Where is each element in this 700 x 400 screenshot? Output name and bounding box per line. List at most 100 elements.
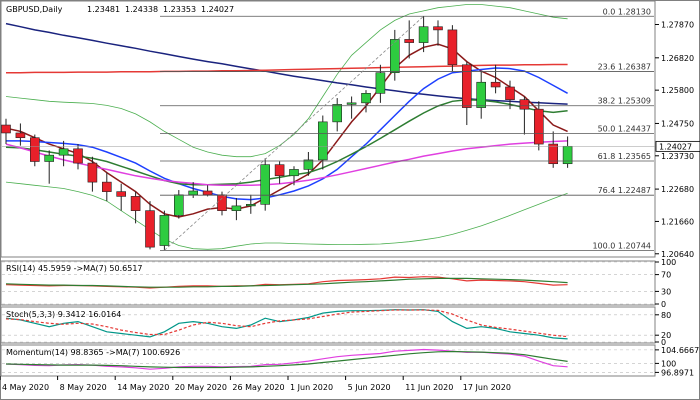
rsi-series-line (5, 277, 568, 288)
stoch-tick-label: 0 (661, 338, 666, 347)
candle-bearish (217, 194, 227, 211)
candle-bearish (29, 137, 40, 162)
date-tick-label: 17 Jun 2020 (463, 383, 511, 392)
candle-bullish (346, 102, 357, 105)
chart-header-high: 1.24338 (125, 5, 158, 14)
candle-bearish (102, 181, 112, 192)
fib-trend-line (164, 15, 424, 251)
moving-averages (5, 22, 568, 218)
chart-header-close: 1.24027 (201, 5, 234, 14)
candle-bullish (159, 215, 170, 246)
date-tick-label: 5 Jun 2020 (348, 383, 391, 392)
date-axis: 4 May 2020 8 May 2020 14 May 2020 20 May 20… (0, 376, 511, 392)
fib-level-label: 23.6 1.26387 (598, 63, 651, 72)
candle-bearish (130, 196, 141, 211)
price-tick-label: 1.25800 (661, 86, 694, 95)
candle-bullish (317, 121, 328, 161)
candle-bearish (490, 81, 501, 88)
current-price-box (655, 140, 700, 152)
candle-bearish (519, 99, 530, 110)
bollinger-lower-line (5, 181, 568, 250)
date-tick-label: 8 May 2020 (60, 383, 107, 392)
momentum-label: Momentum(14) 98.8365 ->MA(7) 100.6926 (6, 348, 180, 357)
price-tick-label: 1.23730 (661, 152, 694, 161)
fib-level-label: 100.0 1.20744 (592, 241, 651, 250)
rsi-tick-label: 100 (661, 258, 676, 267)
candle-bullish (476, 81, 487, 108)
fibonacci-levels: 0.0 1.28130 23.6 1.26387 38.2 1.25309 50.0 … (160, 7, 654, 251)
date-tick-label: 11 Jun 2020 (405, 383, 453, 392)
momentum-tick-label: 104.6667 (661, 346, 699, 355)
candle-bearish (274, 164, 285, 177)
fib-level-label: 76.4 1.22487 (598, 186, 651, 195)
candle-bullish (303, 159, 314, 170)
candle-bearish (145, 210, 155, 248)
magenta-MA-line (5, 140, 568, 187)
price-tick-label: 1.27870 (661, 21, 694, 30)
candle-bullish (389, 39, 400, 74)
blue-long-MA-line (5, 22, 568, 105)
price-tick-label: 1.21660 (661, 217, 694, 226)
candle-bearish (447, 29, 458, 66)
date-tick-label: 20 May 2020 (175, 383, 227, 392)
date-tick-label: 14 May 2020 (117, 383, 169, 392)
candle-bullish (188, 190, 198, 196)
bollinger-upper-line (5, 4, 568, 158)
candles (1, 16, 573, 251)
bollinger-bands (5, 4, 568, 250)
candle-bullish (289, 169, 299, 177)
stoch-label: Stoch(5,3,3) 9.3412 16.0164 (6, 310, 121, 319)
candle-bullish (418, 26, 429, 43)
candle-bearish (404, 39, 415, 43)
main-panel-frame (0, 0, 656, 258)
chart-header-symbol: GBPUSD,Daily (6, 5, 63, 14)
rsi-label: RSI(14) 45.5959 ->MA(7) 50.6517 (6, 264, 143, 273)
momentum-series-line (5, 350, 568, 369)
candle-bearish (433, 26, 443, 31)
date-tick-label: 1 Jun 2020 (290, 383, 333, 392)
candle-bullish (246, 204, 256, 207)
green-MA-line (5, 98, 568, 186)
fib-level-label: 50.0 1.24437 (598, 124, 651, 133)
price-tick-label: 1.24750 (661, 119, 694, 128)
chart-header-open: 1.23481 (87, 5, 120, 14)
candle-bearish (15, 132, 26, 139)
candle-bearish (202, 190, 213, 196)
momentum-tick-label: 96.8971 (661, 368, 694, 377)
fib-level-label: 38.2 1.25309 (598, 97, 651, 106)
fib-level-label: 61.8 1.23565 (598, 152, 651, 161)
price-axis: 1.20640 1.21660 1.22680 1.23730 1.24750 1.258… (2, 21, 700, 259)
chart-header-low: 1.23353 (163, 5, 196, 14)
rsi-panel-frame (0, 260, 656, 306)
price-tick-label: 1.26820 (661, 54, 694, 63)
dark-red-MA-line (5, 43, 568, 218)
price-tick-label: 1.20640 (661, 250, 694, 259)
candle-bearish (505, 86, 515, 100)
date-tick-label: 4 May 2020 (2, 383, 49, 392)
momentum-tick-label: 100 (661, 359, 676, 368)
candle-bearish (87, 162, 98, 183)
candle-bullish (58, 148, 69, 156)
candle-bearish (1, 124, 11, 134)
candle-bullish (44, 154, 55, 162)
rsi-tick-label: 0 (661, 300, 666, 309)
fib-level-label: 0.0 1.28130 (603, 7, 651, 16)
candle-bullish (174, 194, 184, 216)
candle-bearish (116, 191, 126, 197)
rsi-tick-label: 70 (661, 271, 671, 280)
candle-bullish (260, 164, 271, 205)
stoch-tick-label: 80 (661, 311, 671, 320)
stoch-series-line (5, 309, 568, 340)
stoch-tick-label: 20 (661, 331, 671, 340)
blue-MA-line (6, 67, 568, 201)
candle-bearish (548, 143, 559, 165)
candle-bullish (332, 104, 343, 123)
candle-bearish (73, 148, 83, 164)
candle-bullish (375, 72, 386, 94)
candle-bearish (461, 64, 472, 108)
rsi-tick-label: 30 (661, 287, 671, 296)
momentum-panel-frame (0, 344, 656, 377)
